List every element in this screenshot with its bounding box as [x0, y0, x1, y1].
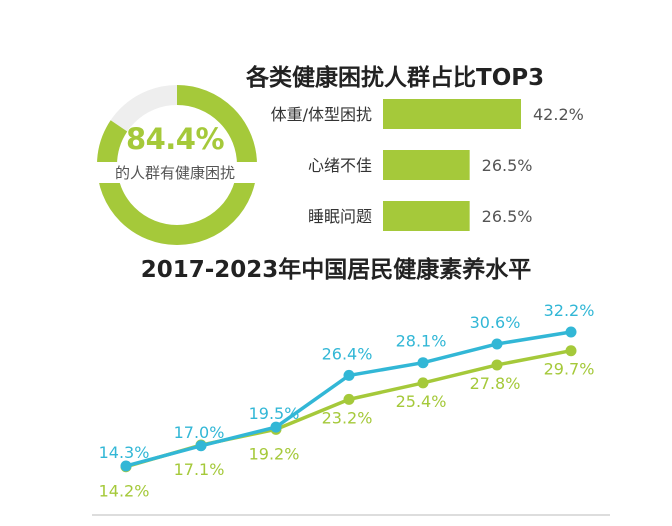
data-point: [417, 357, 429, 369]
data-point: [417, 377, 429, 389]
data-point: [343, 393, 355, 405]
data-point: [120, 460, 132, 472]
data-label: 17.1%: [174, 460, 225, 479]
data-label: 28.1%: [396, 332, 447, 351]
data-label: 26.4%: [322, 344, 373, 363]
line-chart-title: 2017-2023年中国居民健康素养水平: [140, 257, 532, 283]
data-label: 29.7%: [544, 360, 595, 379]
donut-percent-label: 84.4%: [125, 122, 225, 156]
data-label: 17.0%: [174, 423, 225, 442]
data-label: 30.6%: [470, 313, 521, 332]
data-point: [565, 345, 577, 357]
bar: [383, 99, 521, 129]
data-point: [195, 440, 207, 452]
bar-category-label: 体重/体型困扰: [271, 105, 372, 124]
bar-chart: 体重/体型困扰 42.2% 心绪不佳 26.5% 睡眠问题 26.5%: [271, 99, 584, 231]
bar: [383, 201, 470, 231]
data-point: [270, 421, 282, 433]
data-point: [565, 326, 577, 338]
data-label: 23.2%: [322, 408, 373, 427]
bar-chart-title: 各类健康困扰人群占比TOP3: [246, 65, 545, 91]
data-label: 14.3%: [99, 443, 150, 462]
data-label: 25.4%: [396, 392, 447, 411]
bar-category-label: 心绪不佳: [308, 156, 372, 175]
data-point: [491, 338, 503, 350]
bar-value-label: 26.5%: [482, 207, 533, 226]
data-point: [491, 359, 503, 371]
data-label: 19.2%: [249, 444, 300, 463]
data-point: [343, 369, 355, 381]
bar: [383, 150, 470, 180]
bar-value-label: 26.5%: [482, 156, 533, 175]
data-label: 27.8%: [470, 374, 521, 393]
data-label: 19.5%: [249, 404, 300, 423]
data-label: 14.2%: [99, 482, 150, 501]
donut-caption: 的人群有健康困扰: [88, 162, 262, 183]
bar-value-label: 42.2%: [533, 105, 584, 124]
bar-category-label: 睡眠问题: [308, 207, 372, 226]
data-label: 32.2%: [544, 301, 595, 320]
